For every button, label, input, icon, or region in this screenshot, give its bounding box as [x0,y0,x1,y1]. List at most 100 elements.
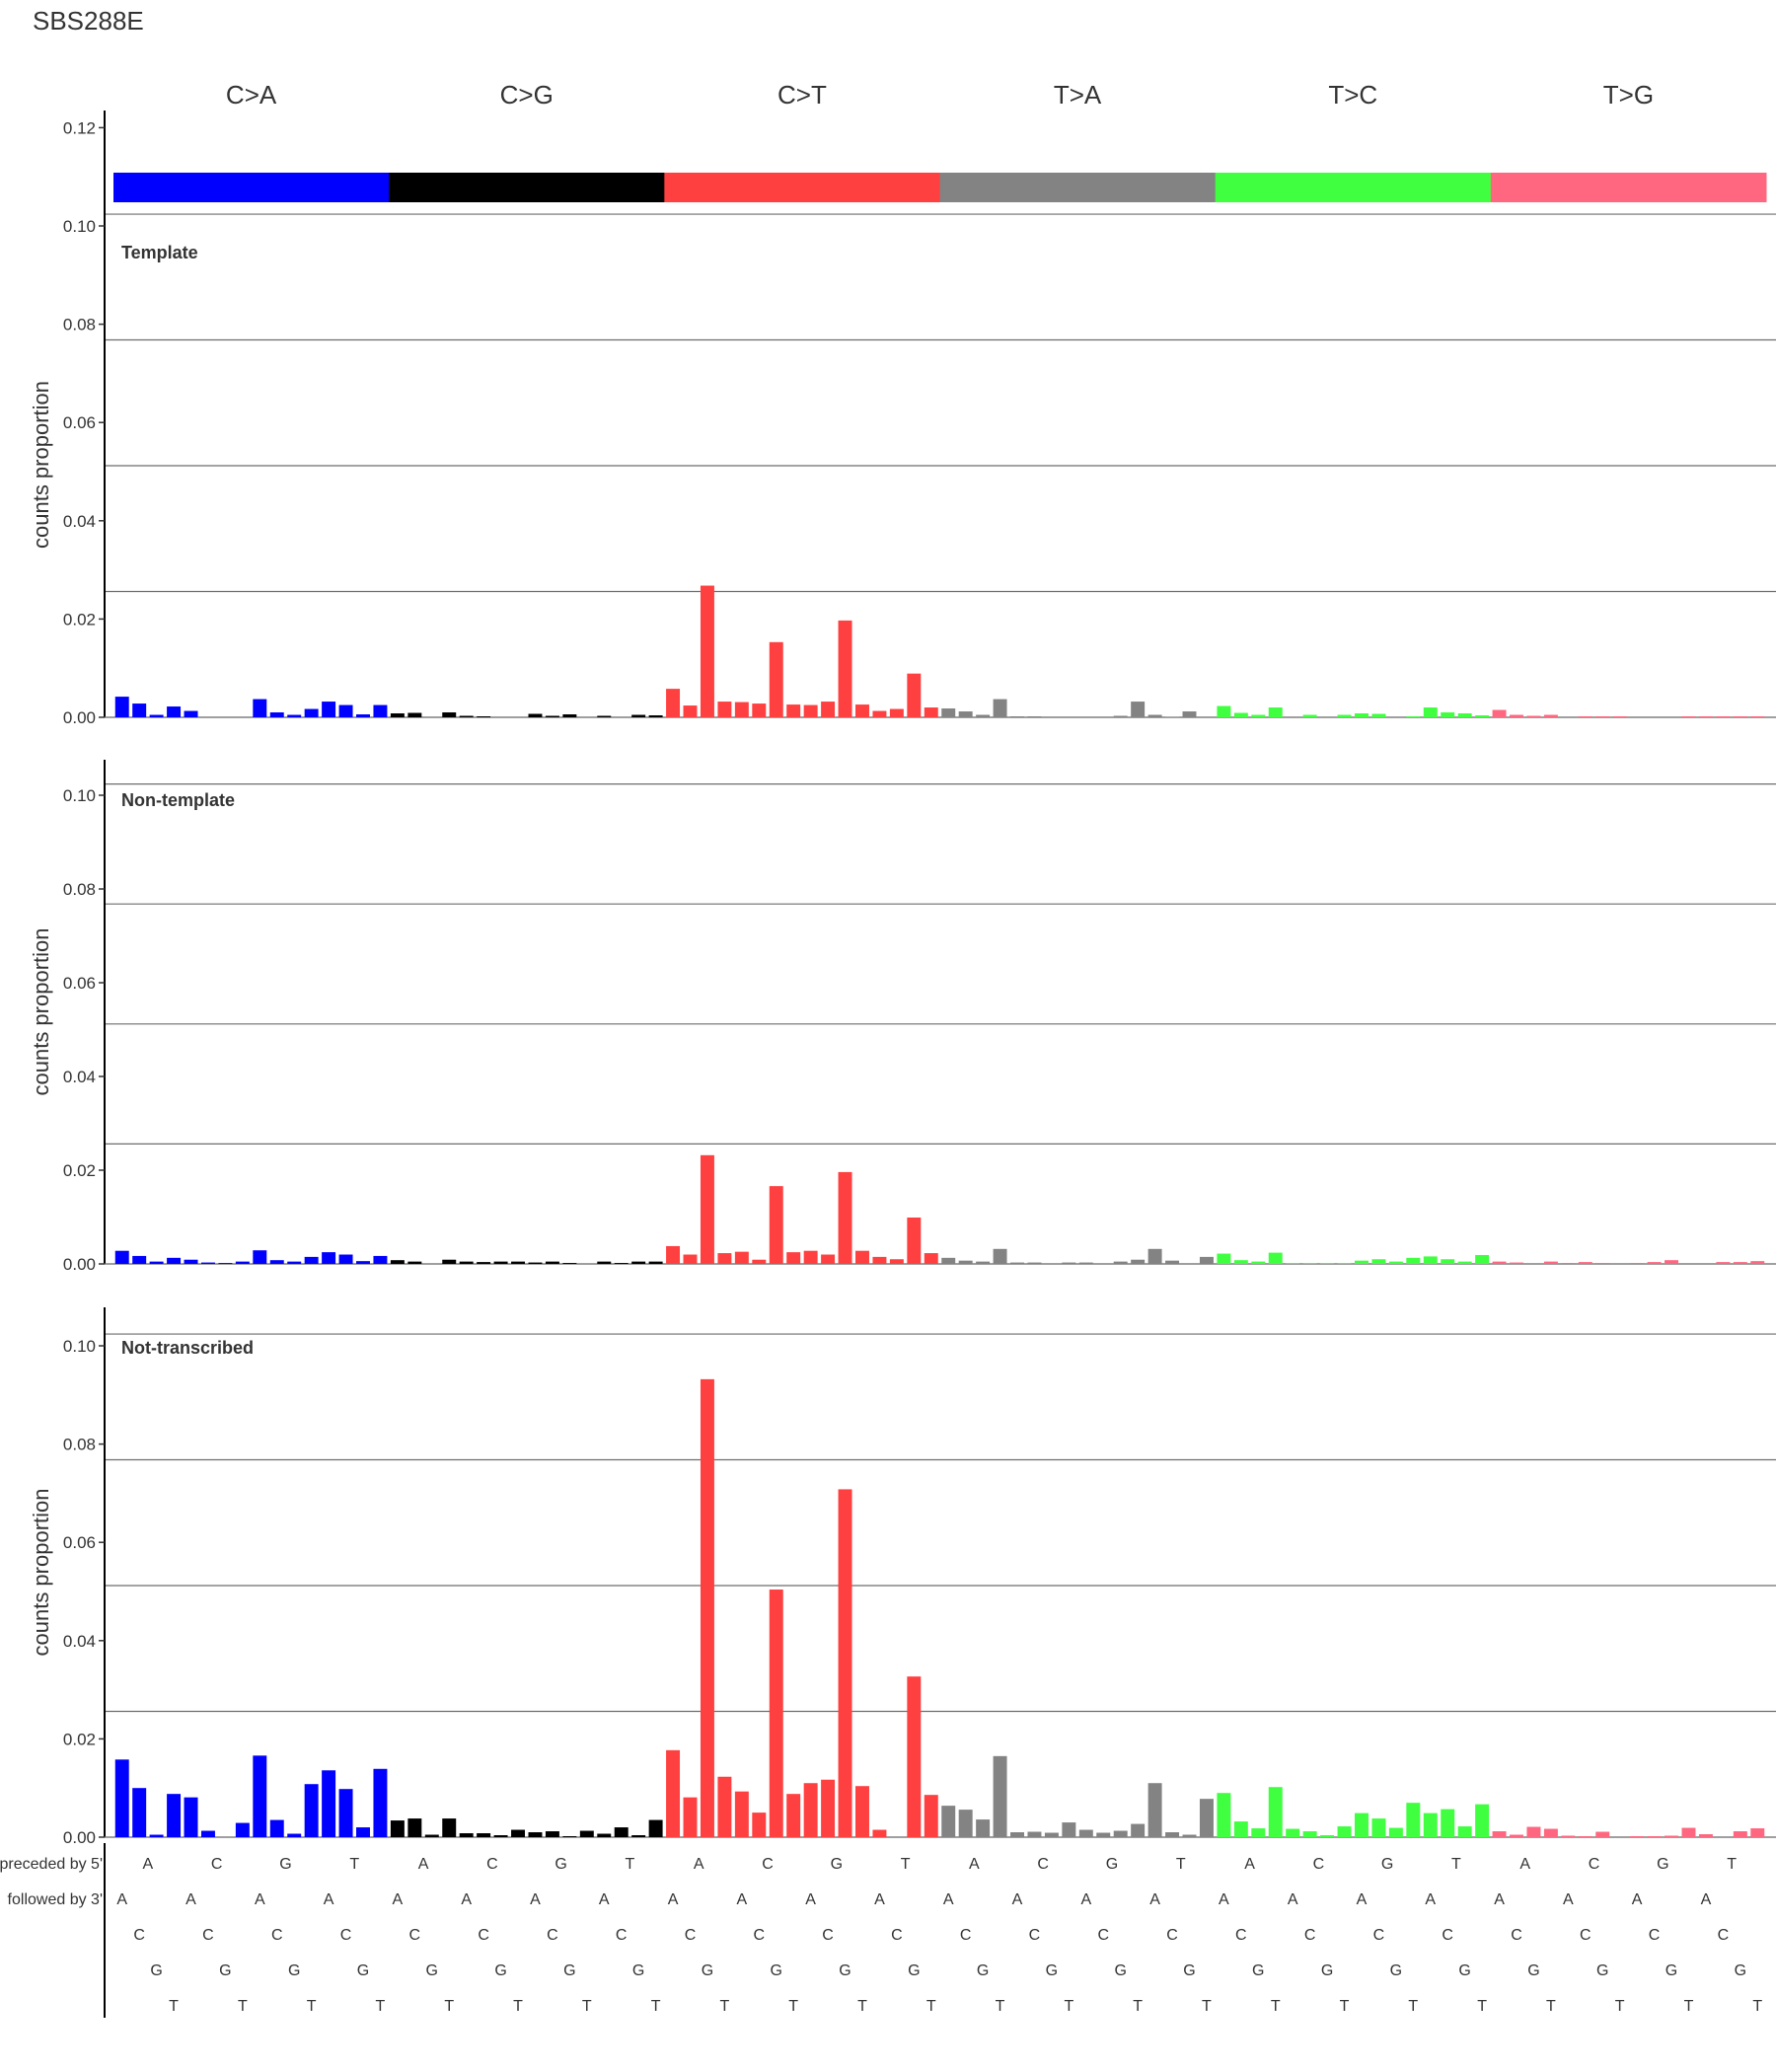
bar [1441,712,1455,717]
bar [511,1829,526,1837]
bar [1354,713,1369,717]
preceded-base: G [1657,1856,1668,1873]
followed-base: A [874,1891,885,1908]
followed-base: T [1615,1998,1625,2015]
bar [648,715,663,717]
bar [1578,1262,1592,1264]
bar [1647,1836,1662,1837]
followed-base: A [461,1891,472,1908]
bar [459,1261,474,1264]
bar [666,1245,681,1264]
bar [338,704,353,717]
bar [1147,1783,1162,1837]
bar [769,1590,783,1837]
bar [1733,1262,1747,1264]
bar [786,1252,801,1264]
bar [717,1253,732,1264]
bar [407,1261,422,1264]
bar [786,704,801,717]
bar [734,1791,749,1837]
bar [390,713,405,717]
preceded-base: T [626,1856,635,1873]
y-tick-label: 0.00 [63,1828,96,1847]
bar [1492,1261,1507,1264]
panel-title: Not-transcribed [121,1338,254,1358]
followed-base: C [891,1927,903,1944]
bar [1354,1813,1369,1837]
bar [407,1818,422,1837]
bar [1268,1787,1283,1837]
followed-base: C [1097,1927,1109,1944]
bar [924,707,938,717]
followed-base: G [1321,1962,1333,1979]
y-tick-label: 0.06 [63,1533,96,1552]
bar [373,1768,388,1837]
y-tick-label: 0.04 [63,512,96,531]
followed-base: C [133,1927,145,1944]
bar [167,1257,182,1264]
bar [545,715,559,717]
followed-base: C [616,1927,628,1944]
bar [958,1260,973,1264]
bar [614,1827,629,1837]
y-tick-label: 0.08 [63,316,96,334]
bar [511,1261,526,1264]
bar [1561,1263,1576,1264]
followed-base: G [1252,1962,1264,1979]
bar [889,708,904,717]
bar [356,1261,370,1264]
followed-base: C [1580,1927,1591,1944]
bar [631,1835,646,1837]
bar [1388,1261,1403,1264]
followed-base: C [478,1927,489,1944]
bar [666,1749,681,1837]
followed-base: T [720,1998,730,2015]
bar [1044,1832,1059,1837]
bar [889,1259,904,1264]
bar [132,703,147,717]
followed-base: C [1029,1927,1041,1944]
followed-base: C [960,1927,972,1944]
bar [1441,1809,1455,1837]
followed-base: C [822,1927,834,1944]
bar [993,699,1007,717]
bar [872,710,887,717]
followed-base: A [116,1891,127,1908]
bar [373,704,388,717]
bar [717,702,732,717]
bar [1543,1828,1558,1837]
y-tick-label: 0.06 [63,413,96,432]
followed-base: T [1340,1998,1350,2015]
class-label-2: C>G [500,80,554,110]
followed-base: G [1390,1962,1402,1979]
bar [167,706,182,717]
bar [218,1263,233,1264]
bar [304,1256,319,1264]
bar [1630,1263,1645,1264]
bar [269,1260,284,1264]
bar [1131,702,1146,717]
bar [1302,714,1317,717]
bar [631,714,646,717]
preceded-base: G [831,1856,843,1873]
class-strip-4 [939,173,1217,202]
bar [562,714,577,717]
bar [734,1251,749,1264]
preceded-base: T [1451,1856,1461,1873]
followed-base: A [1149,1891,1160,1908]
bar [1457,1826,1472,1837]
bar [390,1260,405,1264]
bar [1406,1257,1421,1264]
followed-base: G [1458,1962,1470,1979]
preceded-base: G [555,1856,566,1873]
bar [114,697,129,717]
bar [338,1254,353,1264]
bar [528,1262,543,1264]
bar [648,1819,663,1837]
class-label-4: T>A [1054,80,1102,110]
bar [235,1261,250,1264]
y-tick-label: 0.04 [63,1632,96,1651]
followed-base: G [288,1962,300,1979]
bar [269,1819,284,1837]
bar [872,1256,887,1264]
